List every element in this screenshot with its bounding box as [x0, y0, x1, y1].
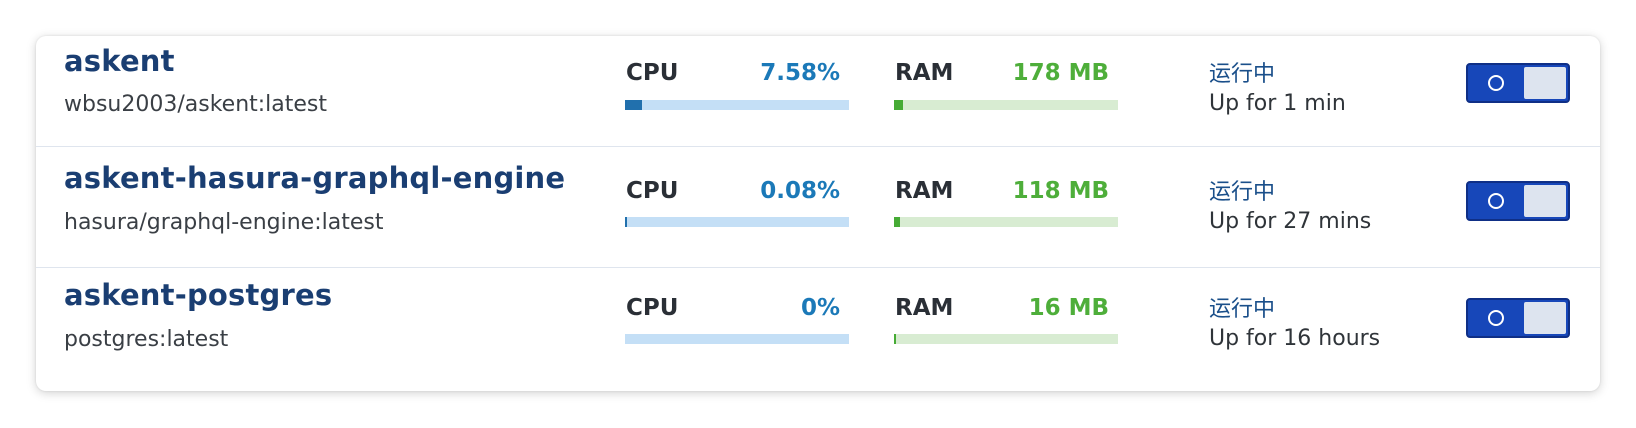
cpu-usage-bar	[625, 217, 849, 227]
uptime-text: Up for 27 mins	[1209, 209, 1372, 234]
cpu-usage-fill	[625, 217, 627, 227]
container-name[interactable]: askent-hasura-graphql-engine	[64, 161, 566, 195]
ram-usage-bar	[894, 217, 1118, 227]
toggle-on-circle-icon	[1488, 75, 1504, 91]
container-row[interactable]: askent wbsu2003/askent:latest CPU 7.58% …	[36, 36, 1600, 157]
uptime-text: Up for 1 min	[1209, 91, 1346, 116]
ram-usage-bar	[894, 334, 1118, 344]
container-list-card: askent wbsu2003/askent:latest CPU 7.58% …	[36, 36, 1600, 391]
ram-label: RAM	[895, 60, 954, 86]
toggle-knob	[1524, 302, 1566, 334]
status-text: 运行中	[1209, 297, 1276, 322]
ram-usage-fill	[894, 334, 896, 344]
container-image: hasura/graphql-engine:latest	[64, 210, 384, 235]
container-row[interactable]: askent-hasura-graphql-engine hasura/grap…	[36, 146, 1600, 268]
toggle-on-circle-icon	[1488, 310, 1504, 326]
toggle-knob	[1524, 185, 1566, 217]
cpu-label: CPU	[626, 295, 679, 321]
uptime-text: Up for 16 hours	[1209, 326, 1381, 351]
ram-value: 118 MB	[1012, 178, 1109, 204]
ram-label: RAM	[895, 178, 954, 204]
container-run-toggle[interactable]	[1466, 298, 1570, 338]
cpu-label: CPU	[626, 60, 679, 86]
cpu-value: 7.58%	[760, 60, 840, 86]
container-image: postgres:latest	[64, 327, 229, 352]
ram-label: RAM	[895, 295, 954, 321]
cpu-usage-fill	[625, 100, 642, 110]
toggle-on-circle-icon	[1488, 193, 1504, 209]
container-image: wbsu2003/askent:latest	[64, 92, 328, 117]
cpu-usage-bar	[625, 334, 849, 344]
cpu-usage-bar	[625, 100, 849, 110]
cpu-value: 0%	[800, 295, 840, 321]
cpu-label: CPU	[626, 178, 679, 204]
ram-value: 178 MB	[1012, 60, 1109, 86]
container-row[interactable]: askent-postgres postgres:latest CPU 0% R…	[36, 267, 1600, 389]
status-text: 运行中	[1209, 180, 1276, 205]
status-text: 运行中	[1209, 62, 1276, 87]
container-run-toggle[interactable]	[1466, 63, 1570, 103]
ram-usage-bar	[894, 100, 1118, 110]
toggle-knob	[1524, 67, 1566, 99]
cpu-value: 0.08%	[760, 178, 840, 204]
container-name[interactable]: askent	[64, 44, 175, 78]
ram-usage-fill	[894, 217, 900, 227]
container-name[interactable]: askent-postgres	[64, 278, 333, 312]
container-run-toggle[interactable]	[1466, 181, 1570, 221]
ram-usage-fill	[894, 100, 903, 110]
ram-value: 16 MB	[1028, 295, 1109, 321]
